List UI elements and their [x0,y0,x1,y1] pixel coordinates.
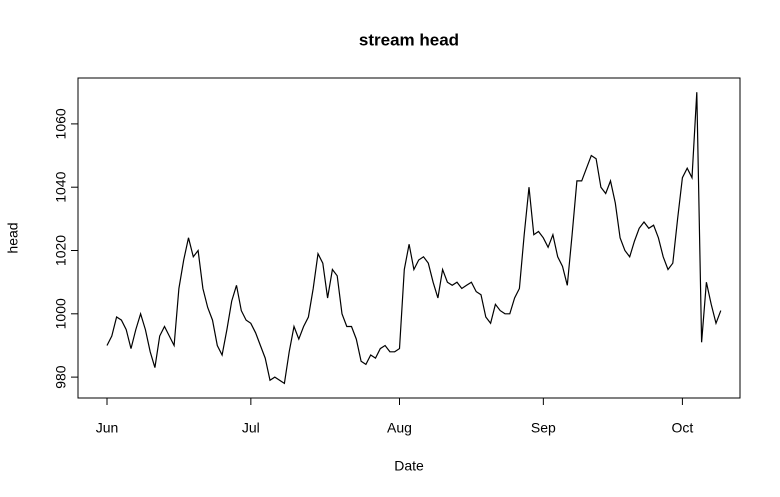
plot-frame [77,77,741,399]
y-tick-label: 1000 [53,298,69,329]
y-axis-title: head [5,222,21,253]
y-tick-label: 1040 [53,171,69,202]
x-tick-label: Aug [387,420,412,436]
x-axis-title: Date [394,458,424,474]
y-tick-label: 1020 [53,235,69,266]
x-tick-label: Jul [242,420,260,436]
y-tick-label: 980 [53,365,69,389]
chart-title: stream head [359,30,459,49]
x-tick-label: Oct [672,420,694,436]
series-line [106,92,722,385]
y-tick-label: 1060 [53,108,69,139]
x-tick-label: Sep [531,420,556,436]
x-tick-label: Jun [96,420,119,436]
